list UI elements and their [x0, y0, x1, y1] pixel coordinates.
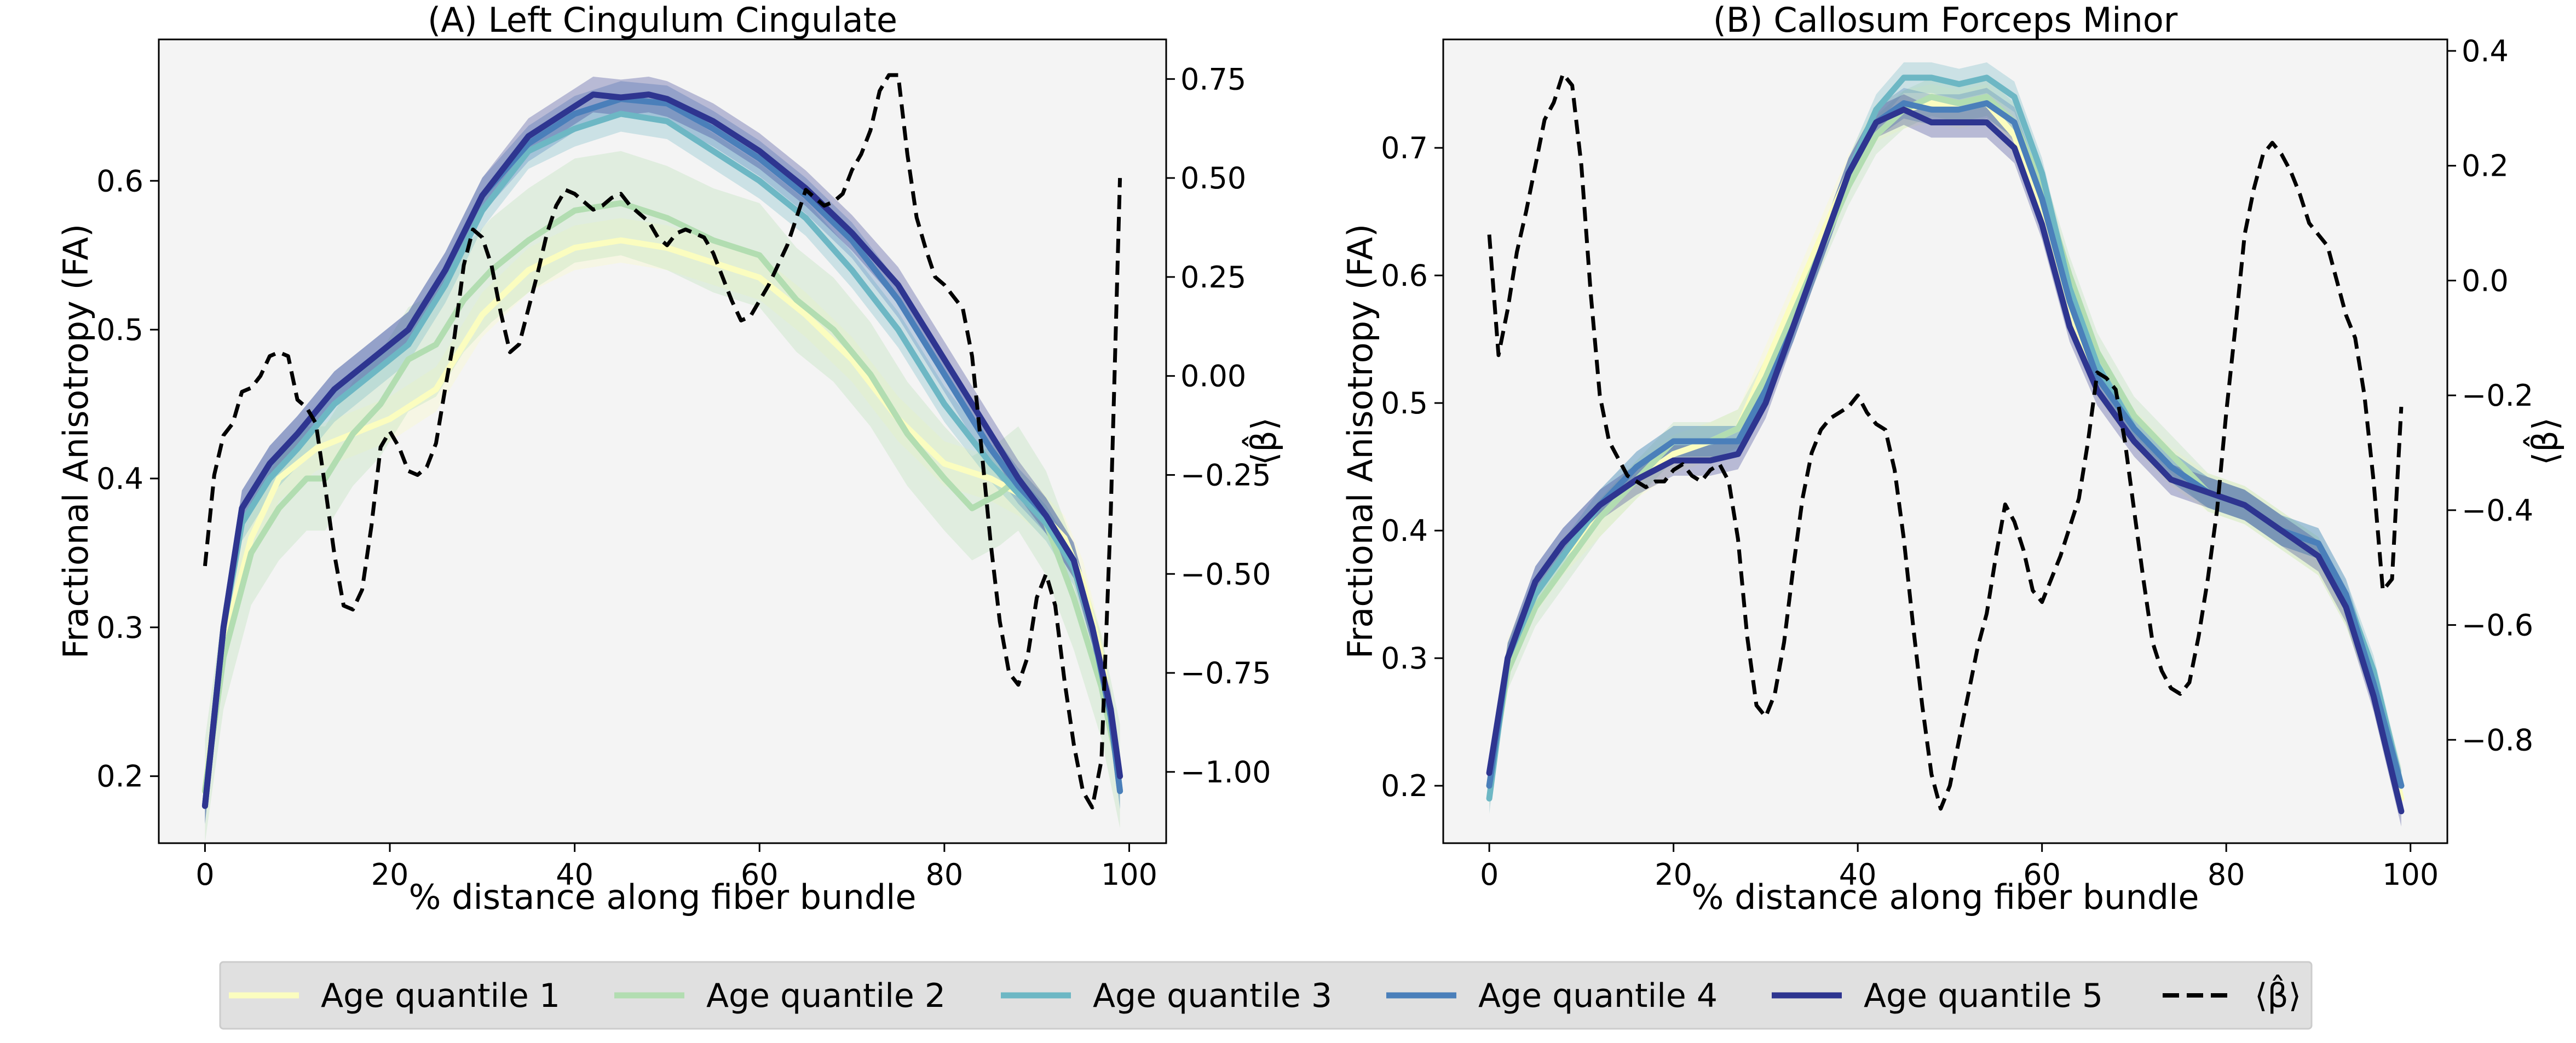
- y-tick-label: 0.4: [96, 462, 143, 496]
- y2-tick-label: 0.25: [1180, 260, 1246, 295]
- x-tick-label: 60: [2023, 857, 2061, 892]
- legend-label: Age quantile 1: [321, 977, 560, 1015]
- y-axis-ticks: 0.2 0.3 0.4 0.5 0.6 0.7: [1381, 131, 1443, 803]
- y-axis-title: Fractional Anisotropy (FA): [56, 224, 96, 659]
- y2-tick-label: −0.2: [2462, 378, 2533, 413]
- y-tick-label: 0.2: [1381, 769, 1428, 803]
- series-lines: [201, 91, 1123, 809]
- legend-box: [219, 961, 2313, 1030]
- x-axis-title: % distance along fiber bundle: [409, 877, 917, 917]
- y2-tick-label: 0.75: [1180, 62, 1246, 96]
- y-tick-label: 0.2: [96, 759, 143, 794]
- legend-item: Age quantile 3: [1001, 977, 1332, 1015]
- plot-frame: [158, 38, 1167, 844]
- beta-series: [203, 73, 1122, 810]
- chart-title: (B) Callosum Forceps Minor: [1713, 0, 2178, 40]
- y2-tick-label: −0.75: [1180, 656, 1271, 690]
- x-tick-label: 80: [926, 857, 964, 892]
- x-tick-label: 0: [195, 857, 214, 892]
- beta-line: [203, 73, 1122, 810]
- y2-axis-ticks: −1.00 −0.75 −0.50 −0.25 0.00 0.25 0.50 0.75: [1166, 62, 1271, 790]
- plot-frame: [1442, 38, 2448, 844]
- y2-tick-label: −1.00: [1180, 755, 1271, 790]
- chart-title: (A) Left Cingulum Cingulate: [428, 0, 897, 40]
- beta-series: [1487, 72, 2404, 811]
- legend-item: Age quantile 4: [1386, 977, 1718, 1015]
- y2-tick-label: −0.6: [2462, 608, 2533, 643]
- y2-axis-title: ⟨β̂⟩: [2523, 417, 2565, 465]
- line-quantile-5: [201, 91, 1123, 809]
- x-tick-label: 80: [2208, 857, 2245, 892]
- y-tick-label: 0.3: [96, 610, 143, 645]
- panel-a-chart: 0 20 40 60 80 100 0.20.30.40.50.6 −1.00−0.75−…: [56, 0, 1284, 917]
- y2-tick-label: −0.8: [2462, 723, 2533, 757]
- legend-item: Age quantile 2: [614, 977, 946, 1015]
- y-axis-ticks: 0.2 0.3 0.4 0.5 0.6: [96, 164, 159, 794]
- legend-label: Age quantile 3: [1093, 977, 1332, 1015]
- x-tick-label: 0: [1480, 857, 1499, 892]
- y-tick-label: 0.4: [1381, 514, 1428, 548]
- y-tick-label: 0.6: [96, 164, 143, 198]
- y-tick-label: 0.5: [96, 313, 143, 347]
- band-quantile-3: [1489, 62, 2401, 814]
- legend-label: Age quantile 5: [1864, 977, 2103, 1015]
- x-tick-label: 40: [1839, 857, 1877, 892]
- confidence-bands: [205, 77, 1120, 843]
- y2-axis-ticks: −0.8 −0.6 −0.4 −0.2 0.0 0.2 0.4: [2447, 34, 2533, 757]
- legend: Age quantile 1 Age quantile 2 Age quantile…: [219, 961, 2313, 1030]
- x-tick-label: 20: [1655, 857, 1692, 892]
- y2-tick-label: −0.25: [1180, 458, 1271, 492]
- line-quantile-3: [201, 111, 1123, 809]
- x-axis-title: % distance along fiber bundle: [1692, 877, 2199, 917]
- legend-item: Age quantile 1: [229, 977, 560, 1015]
- legend-label: Age quantile 4: [1478, 977, 1718, 1015]
- x-axis-ticks: 0 20 40 60 80 100: [1480, 843, 2439, 892]
- plot-area: [1443, 39, 2447, 843]
- x-tick-label: 40: [556, 857, 593, 892]
- y-tick-label: 0.7: [1381, 131, 1428, 165]
- y2-tick-label: 0.50: [1180, 161, 1246, 195]
- y2-tick-label: 0.00: [1180, 359, 1246, 394]
- y-tick-label: 0.6: [1381, 258, 1428, 293]
- y2-tick-label: 0.0: [2462, 263, 2509, 298]
- y2-axis-title: ⟨β̂⟩: [1242, 417, 1284, 465]
- beta-line: [1487, 72, 2404, 811]
- x-axis-ticks: 0 20 40 60 80 100: [195, 843, 1157, 892]
- legend-label: ⟨β̂⟩: [2255, 975, 2301, 1015]
- legend-item: ⟨β̂⟩: [2163, 975, 2301, 1015]
- band-quantile-5: [205, 77, 1120, 824]
- y2-tick-label: −0.4: [2462, 493, 2533, 528]
- x-tick-label: 100: [2382, 857, 2439, 892]
- panel-b-chart: 0 20 40 60 80 100 0.2 0.3 0.4 0.5 0.6 0.7 −0.8 −0.6…: [1340, 0, 2565, 917]
- y2-tick-label: 0.4: [2462, 34, 2509, 68]
- y-tick-label: 0.5: [1381, 386, 1428, 420]
- band-quantile-1: [1489, 84, 2401, 818]
- y2-tick-label: 0.2: [2462, 149, 2509, 183]
- y-tick-label: 0.3: [1381, 641, 1428, 676]
- legend-item: Age quantile 5: [1772, 977, 2103, 1015]
- legend-label: Age quantile 2: [706, 977, 946, 1015]
- y2-tick-label: −0.50: [1180, 557, 1271, 591]
- x-tick-label: 20: [371, 857, 409, 892]
- y-axis-title: Fractional Anisotropy (FA): [1340, 224, 1380, 659]
- x-tick-label: 100: [1101, 857, 1157, 892]
- x-tick-label: 60: [741, 857, 779, 892]
- band-quantile-2: [205, 151, 1120, 843]
